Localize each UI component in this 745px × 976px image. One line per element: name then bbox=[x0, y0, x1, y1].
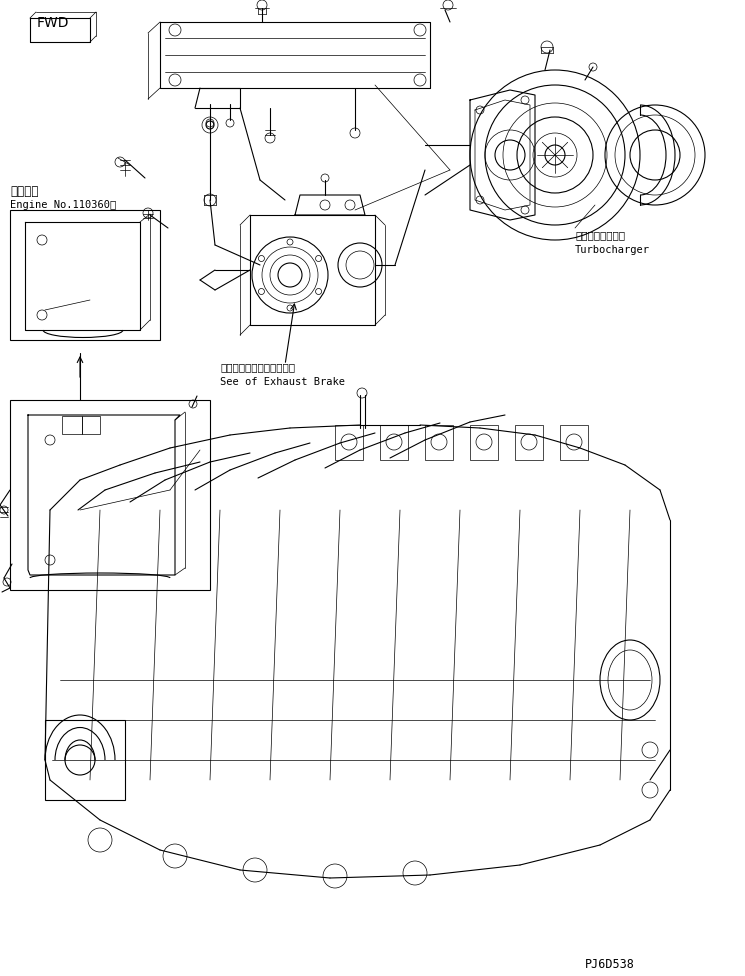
Bar bbox=[335, 425, 363, 460]
Bar bbox=[470, 425, 498, 460]
Text: PJ6D538: PJ6D538 bbox=[585, 958, 635, 971]
Text: Turbocharger: Turbocharger bbox=[575, 245, 650, 255]
Text: FWD: FWD bbox=[37, 16, 69, 30]
Bar bbox=[560, 425, 588, 460]
Bar bbox=[62, 416, 82, 434]
Bar bbox=[45, 720, 125, 800]
Text: 適用号機: 適用号機 bbox=[10, 185, 39, 198]
Text: エキゾーストブレーキ参照: エキゾーストブレーキ参照 bbox=[220, 362, 295, 372]
Bar bbox=[515, 425, 543, 460]
Bar bbox=[10, 210, 160, 340]
Text: Engine No.110360～: Engine No.110360～ bbox=[10, 200, 116, 210]
Text: ターボチャージャ: ターボチャージャ bbox=[575, 230, 625, 240]
Bar bbox=[10, 400, 210, 590]
Bar bbox=[425, 425, 453, 460]
Text: See of Exhaust Brake: See of Exhaust Brake bbox=[220, 377, 345, 387]
Bar bbox=[380, 425, 408, 460]
Bar bbox=[82, 416, 100, 434]
